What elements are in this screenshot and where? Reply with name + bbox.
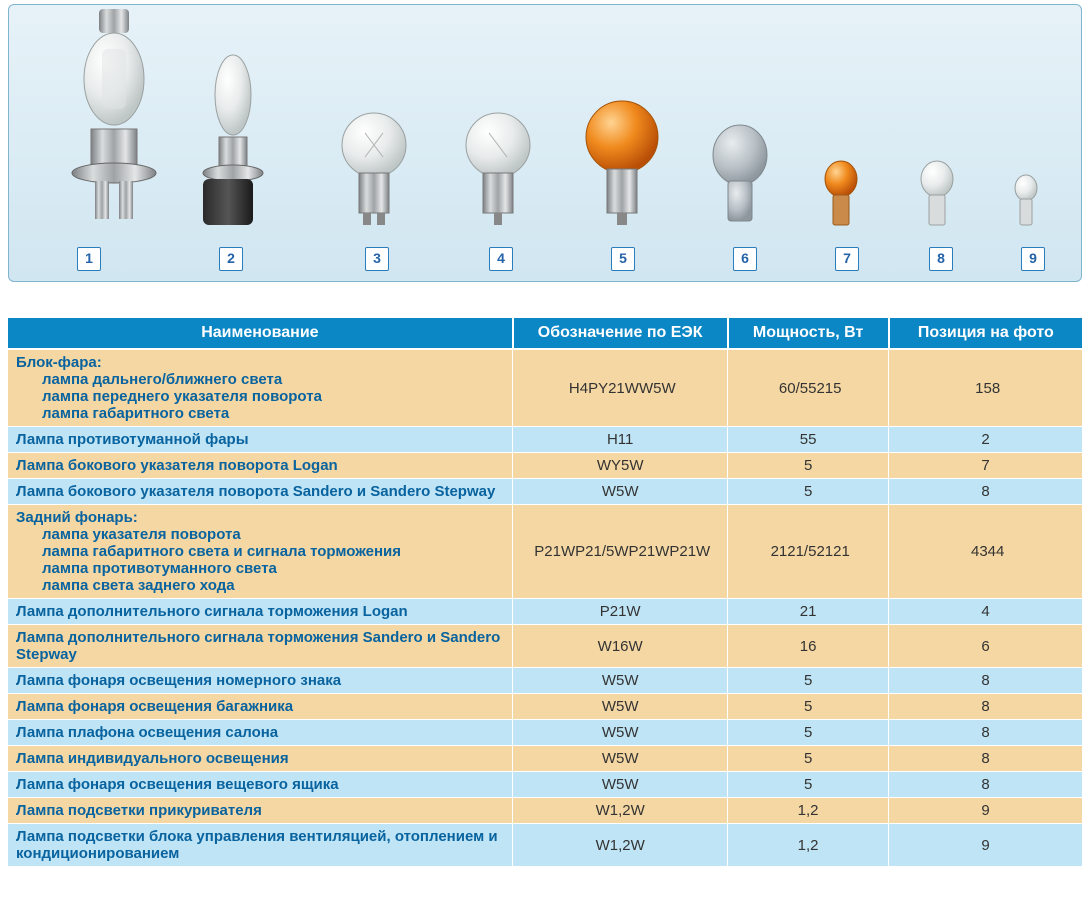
row-code: H4PY21WW5W <box>513 349 728 427</box>
row-code: W5W <box>513 772 728 798</box>
bulb-label-4: 4 <box>489 247 513 271</box>
row-name: Лампа дополнительного сигнала торможения… <box>8 625 513 668</box>
row-name: Лампа индивидуального освещения <box>8 746 513 772</box>
bulb-label-1: 1 <box>77 247 101 271</box>
row-pos: 8 <box>889 668 1082 694</box>
row-pos: 2 <box>889 427 1082 453</box>
bulb-3-icon <box>337 111 411 233</box>
col-header-0: Наименование <box>8 317 513 349</box>
col-header-1: Обозначение по ЕЭК <box>513 317 728 349</box>
row-power: 5 <box>728 479 889 505</box>
row-name: Лампа плафона освещения салона <box>8 720 513 746</box>
row-pos: 9 <box>889 824 1082 867</box>
row-power: 16 <box>728 625 889 668</box>
table-row: Лампа дополнительного сигнала торможения… <box>8 625 1082 668</box>
row-code: P21W <box>513 599 728 625</box>
row-pos: 9 <box>889 798 1082 824</box>
row-code: W16W <box>513 625 728 668</box>
row-power: 5 <box>728 772 889 798</box>
bulb-label-6: 6 <box>733 247 757 271</box>
row-pos: 4 <box>889 599 1082 625</box>
table-row: Лампа бокового указателя поворота LoganW… <box>8 453 1082 479</box>
row-pos: 8 <box>889 479 1082 505</box>
row-pos: 4344 <box>889 505 1082 599</box>
table-row: Лампа подсветки прикуривателяW1,2W1,29 <box>8 798 1082 824</box>
bulb-2-icon <box>201 51 265 233</box>
row-pos: 7 <box>889 453 1082 479</box>
row-pos: 8 <box>889 694 1082 720</box>
row-pos: 158 <box>889 349 1082 427</box>
table-row: Лампа дополнительного сигнала торможения… <box>8 599 1082 625</box>
table-row: Лампа фонаря освещения багажникаW5W58 <box>8 694 1082 720</box>
table-row: Лампа фонаря освещения номерного знакаW5… <box>8 668 1082 694</box>
lamp-table: НаименованиеОбозначение по ЕЭКМощность, … <box>8 316 1082 867</box>
row-code: W1,2W <box>513 824 728 867</box>
bulb-label-2: 2 <box>219 247 243 271</box>
bulb-label-3: 3 <box>365 247 389 271</box>
table-row: Задний фонарь:лампа указателя поворотала… <box>8 505 1082 599</box>
col-header-2: Мощность, Вт <box>728 317 889 349</box>
row-code: W1,2W <box>513 798 728 824</box>
row-pos: 6 <box>889 625 1082 668</box>
bulb-9-icon <box>1011 173 1041 233</box>
row-name: Лампа подсветки прикуривателя <box>8 798 513 824</box>
table-row: Блок-фара:лампа дальнего/ближнего светал… <box>8 349 1082 427</box>
bulb-8-icon <box>917 159 957 233</box>
bulb-4-icon <box>461 111 535 233</box>
row-code: W5W <box>513 668 728 694</box>
bulb-label-5: 5 <box>611 247 635 271</box>
row-power: 1,2 <box>728 798 889 824</box>
row-name: Лампа фонаря освещения вещевого ящика <box>8 772 513 798</box>
row-name: Задний фонарь:лампа указателя поворотала… <box>8 505 513 599</box>
row-name: Лампа бокового указателя поворота Sander… <box>8 479 513 505</box>
row-power: 5 <box>728 746 889 772</box>
row-name: Лампа фонаря освещения багажника <box>8 694 513 720</box>
row-name: Лампа фонаря освещения номерного знака <box>8 668 513 694</box>
row-code: W5W <box>513 479 728 505</box>
bulb-label-8: 8 <box>929 247 953 271</box>
table-row: Лампа индивидуального освещенияW5W58 <box>8 746 1082 772</box>
bulb-6-icon <box>709 123 771 233</box>
row-code: W5W <box>513 746 728 772</box>
row-code: WY5W <box>513 453 728 479</box>
row-pos: 8 <box>889 772 1082 798</box>
row-name: Лампа бокового указателя поворота Logan <box>8 453 513 479</box>
table-row: Лампа противотуманной фарыH11552 <box>8 427 1082 453</box>
row-code: W5W <box>513 694 728 720</box>
bulb-7-icon <box>821 159 861 233</box>
table-row: Лампа подсветки блока управления вентиля… <box>8 824 1082 867</box>
row-power: 21 <box>728 599 889 625</box>
row-power: 2121/52121 <box>728 505 889 599</box>
row-code: P21WP21/5WP21WP21W <box>513 505 728 599</box>
bulb-reference-figure: 1 2 3 4 5 6 7 8 9 <box>8 4 1082 282</box>
row-pos: 8 <box>889 720 1082 746</box>
row-name: Лампа дополнительного сигнала торможения… <box>8 599 513 625</box>
row-power: 1,2 <box>728 824 889 867</box>
bulb-label-7: 7 <box>835 247 859 271</box>
col-header-3: Позиция на фото <box>889 317 1082 349</box>
bulb-1-icon <box>69 9 159 233</box>
row-power: 5 <box>728 720 889 746</box>
bulb-label-9: 9 <box>1021 247 1045 271</box>
row-power: 5 <box>728 453 889 479</box>
row-name: Лампа подсветки блока управления вентиля… <box>8 824 513 867</box>
table-row: Лампа плафона освещения салонаW5W58 <box>8 720 1082 746</box>
row-pos: 8 <box>889 746 1082 772</box>
row-code: W5W <box>513 720 728 746</box>
row-power: 60/55215 <box>728 349 889 427</box>
row-power: 5 <box>728 694 889 720</box>
bulb-5-icon <box>581 99 663 233</box>
row-power: 5 <box>728 668 889 694</box>
row-name: Лампа противотуманной фары <box>8 427 513 453</box>
row-power: 55 <box>728 427 889 453</box>
table-row: Лампа бокового указателя поворота Sander… <box>8 479 1082 505</box>
row-name: Блок-фара:лампа дальнего/ближнего светал… <box>8 349 513 427</box>
row-code: H11 <box>513 427 728 453</box>
table-row: Лампа фонаря освещения вещевого ящикаW5W… <box>8 772 1082 798</box>
